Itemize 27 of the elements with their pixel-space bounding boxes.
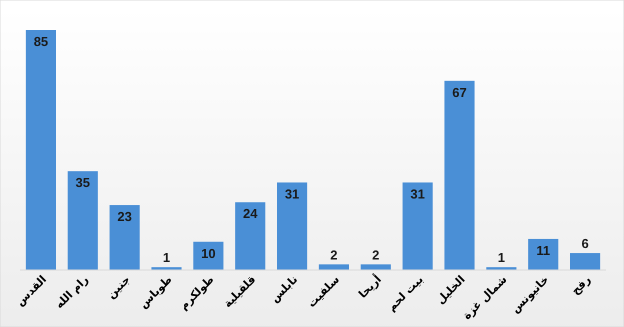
x-tick-label: سلفيت: [305, 272, 342, 310]
x-tick-label: طوباس: [136, 272, 175, 311]
x-tick-label: جنين: [104, 272, 133, 302]
x-tick-label: القدس: [13, 272, 50, 309]
data-label: 2: [330, 247, 338, 262]
data-label: 23: [117, 209, 132, 224]
x-tick-label: الخليل: [434, 272, 468, 307]
data-label: 11: [536, 242, 550, 258]
x-tick-label: رفح: [568, 272, 594, 298]
data-label: 85: [34, 34, 48, 49]
data-label: 1: [162, 250, 170, 266]
data-label: 6: [581, 236, 589, 252]
x-tick-label: أريحا: [355, 272, 384, 301]
data-label: 31: [284, 186, 300, 202]
x-tick-label: نابلس: [268, 272, 300, 306]
data-label: 31: [410, 186, 425, 202]
x-tick-label: قلقيلية: [221, 272, 258, 310]
data-label: 67: [452, 84, 467, 100]
data-label: 1: [498, 250, 505, 266]
x-tick-label: رام الله: [52, 272, 91, 312]
data-label: 10: [201, 246, 216, 261]
x-tick-label: خانيونس: [508, 272, 552, 316]
x-tick-label: بيت لحم: [384, 272, 426, 314]
data-label: 35: [76, 175, 90, 190]
data-label: 2: [372, 247, 380, 262]
x-tick-label: طولكرم: [177, 272, 216, 312]
data-label: 24: [242, 206, 258, 222]
